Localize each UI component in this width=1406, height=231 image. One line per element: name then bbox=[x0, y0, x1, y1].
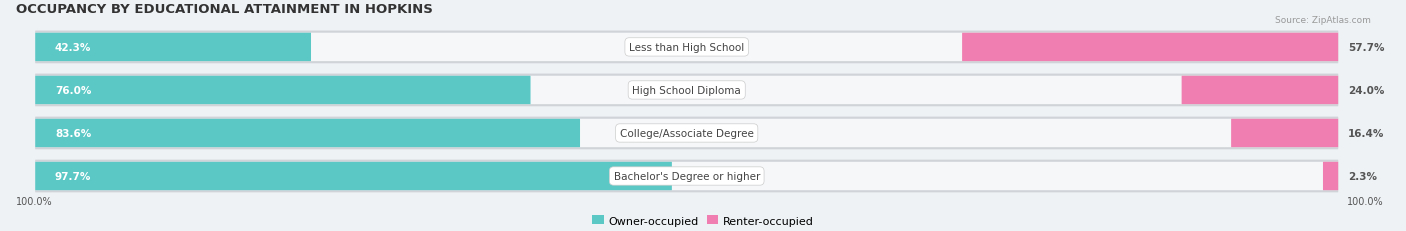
Text: 83.6%: 83.6% bbox=[55, 128, 91, 138]
Text: High School Diploma: High School Diploma bbox=[633, 85, 741, 96]
Text: Source: ZipAtlas.com: Source: ZipAtlas.com bbox=[1275, 16, 1371, 25]
FancyBboxPatch shape bbox=[35, 74, 1339, 107]
Text: 100.0%: 100.0% bbox=[15, 196, 52, 206]
FancyBboxPatch shape bbox=[35, 162, 1339, 190]
Legend: Owner-occupied, Renter-occupied: Owner-occupied, Renter-occupied bbox=[588, 211, 818, 230]
FancyBboxPatch shape bbox=[35, 119, 581, 148]
FancyBboxPatch shape bbox=[962, 33, 1339, 62]
FancyBboxPatch shape bbox=[1232, 119, 1339, 148]
FancyBboxPatch shape bbox=[35, 33, 1339, 62]
Text: 42.3%: 42.3% bbox=[55, 43, 91, 53]
Text: 16.4%: 16.4% bbox=[1348, 128, 1385, 138]
Text: 57.7%: 57.7% bbox=[1348, 43, 1385, 53]
FancyBboxPatch shape bbox=[35, 162, 672, 190]
Text: 2.3%: 2.3% bbox=[1348, 171, 1376, 181]
Text: Bachelor's Degree or higher: Bachelor's Degree or higher bbox=[613, 171, 759, 181]
Text: Less than High School: Less than High School bbox=[628, 43, 744, 53]
FancyBboxPatch shape bbox=[1181, 76, 1339, 105]
FancyBboxPatch shape bbox=[35, 160, 1339, 192]
Text: OCCUPANCY BY EDUCATIONAL ATTAINMENT IN HOPKINS: OCCUPANCY BY EDUCATIONAL ATTAINMENT IN H… bbox=[15, 3, 433, 15]
FancyBboxPatch shape bbox=[1323, 162, 1339, 190]
Text: College/Associate Degree: College/Associate Degree bbox=[620, 128, 754, 138]
Text: 97.7%: 97.7% bbox=[55, 171, 91, 181]
FancyBboxPatch shape bbox=[35, 76, 530, 105]
FancyBboxPatch shape bbox=[35, 33, 311, 62]
FancyBboxPatch shape bbox=[35, 76, 1339, 105]
Text: 76.0%: 76.0% bbox=[55, 85, 91, 96]
FancyBboxPatch shape bbox=[35, 31, 1339, 64]
FancyBboxPatch shape bbox=[35, 117, 1339, 150]
Text: 100.0%: 100.0% bbox=[1347, 196, 1384, 206]
Text: 24.0%: 24.0% bbox=[1348, 85, 1385, 96]
FancyBboxPatch shape bbox=[35, 119, 1339, 148]
